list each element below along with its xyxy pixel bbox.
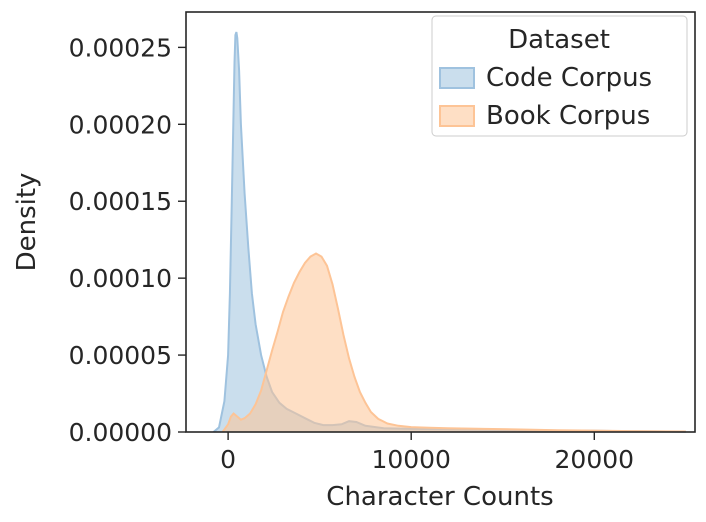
y-axis: 0.00000 0.00005 0.00010 0.00015 0.00020 0.000…	[69, 33, 186, 447]
y-tick-label: 0.00000	[69, 418, 172, 447]
legend-title: Dataset	[508, 25, 610, 55]
legend: Dataset Code Corpus Book Corpus	[431, 15, 688, 137]
plot-area	[212, 31, 686, 433]
x-tick-label: 20000	[555, 445, 635, 474]
y-tick-label: 0.00010	[69, 264, 172, 293]
y-tick-label: 0.00015	[69, 187, 172, 216]
y-tick-label: 0.00020	[69, 110, 172, 139]
x-tick-label: 0	[220, 445, 236, 474]
x-axis: 0 10000 20000	[220, 432, 634, 474]
y-tick-label: 0.00005	[69, 341, 172, 370]
x-tick-label: 10000	[371, 445, 451, 474]
density-area-book-corpus	[222, 253, 686, 432]
legend-label-code-corpus: Code Corpus	[486, 63, 652, 93]
y-axis-label: Density	[12, 173, 42, 272]
x-axis-label: Character Counts	[326, 482, 553, 512]
plot-frame	[185, 11, 696, 433]
legend-box	[431, 15, 688, 137]
legend-swatch-book-corpus	[439, 105, 475, 127]
density-line-book-corpus	[221, 252, 686, 433]
y-tick-label: 0.00025	[69, 33, 172, 62]
legend-label-book-corpus: Book Corpus	[486, 101, 650, 131]
legend-swatch-code-corpus	[439, 67, 475, 89]
